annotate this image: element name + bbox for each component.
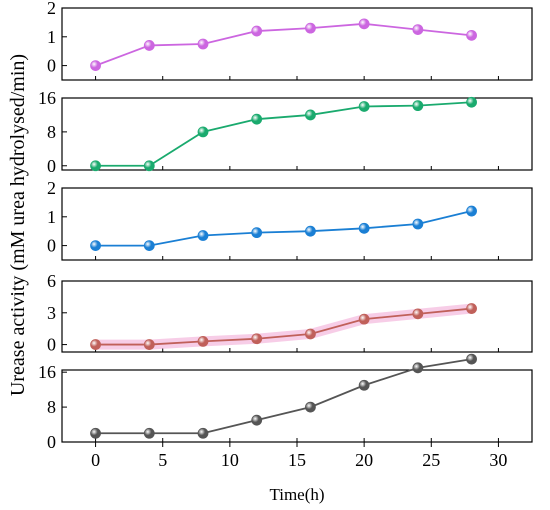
y-axis-label: Urease activity (mM urea hydrolysed/min) (7, 54, 29, 396)
data-point (197, 336, 209, 347)
data-point (143, 240, 155, 252)
data-point (197, 427, 209, 439)
x-axis-label: Time(h) (269, 485, 324, 504)
series-line (95, 210, 472, 247)
y-tick-label: 6 (47, 271, 56, 291)
data-point (358, 222, 370, 234)
x-tick-label: 15 (288, 450, 306, 470)
y-tick-label: 16 (38, 88, 56, 108)
y-tick-label: 0 (47, 432, 56, 452)
y-tick-label: 0 (47, 236, 56, 256)
y-tick-label: 3 (47, 303, 56, 323)
panel-5: 0 8 16 (38, 353, 533, 452)
y-tick-label: 1 (47, 27, 56, 47)
data-point (466, 303, 477, 314)
panel-frame (61, 7, 533, 81)
data-point (305, 401, 316, 413)
data-point (251, 333, 263, 345)
x-tick-label: 25 (422, 450, 440, 470)
data-point (412, 308, 424, 320)
data-point (466, 96, 477, 108)
data-point (412, 218, 424, 230)
data-point (197, 126, 209, 138)
panel-frame (61, 97, 533, 171)
data-point (358, 313, 370, 325)
data-point (90, 160, 101, 172)
data-point (143, 40, 155, 51)
data-point (412, 24, 424, 36)
panel-3: 0 1 2 (47, 178, 533, 261)
series-line (95, 307, 472, 346)
y-tick-label: 8 (47, 397, 56, 417)
panel-4: 0 3 6 (47, 271, 533, 355)
data-point (305, 109, 316, 121)
data-point (358, 379, 370, 391)
data-point (251, 227, 263, 239)
data-point (466, 29, 477, 41)
data-point (90, 240, 101, 252)
data-point (90, 60, 101, 71)
x-tick-label: 20 (355, 450, 373, 470)
series-line (95, 101, 472, 167)
x-tick-label: 10 (221, 450, 239, 470)
data-point (305, 328, 316, 340)
y-tick-label: 1 (47, 207, 56, 227)
data-point (197, 38, 209, 50)
data-point (143, 160, 155, 172)
x-tick-label: 30 (489, 450, 507, 470)
y-tick-label: 0 (47, 56, 56, 76)
data-point (466, 353, 477, 365)
x-tick-label: 5 (158, 450, 167, 470)
y-tick-label: 2 (47, 178, 56, 198)
data-point (197, 230, 209, 241)
series-line (95, 358, 472, 435)
y-tick-label: 0 (47, 156, 56, 176)
panel-1: 0 1 2 (47, 0, 533, 81)
data-point (251, 414, 263, 426)
panel-2: 0 8 16 (38, 88, 533, 176)
data-point (251, 113, 263, 125)
data-point (251, 25, 263, 37)
data-point (412, 100, 424, 112)
data-point (305, 225, 316, 237)
data-point (90, 339, 101, 350)
y-tick-label: 8 (47, 122, 56, 142)
data-point (143, 427, 155, 439)
panel-frame (61, 369, 533, 443)
series-line (95, 22, 472, 67)
data-point (466, 205, 477, 217)
data-point (90, 427, 101, 439)
data-point (305, 22, 316, 34)
panel-frame (61, 187, 533, 261)
data-point (358, 18, 370, 30)
y-tick-label: 16 (38, 362, 56, 382)
data-point (143, 339, 155, 350)
x-axis: 0 5 10 15 20 25 30 (91, 442, 507, 470)
y-tick-label: 2 (47, 0, 56, 18)
y-tick-label: 0 (47, 335, 56, 355)
x-tick-label: 0 (91, 450, 100, 470)
data-point (358, 101, 370, 112)
data-point (412, 362, 424, 374)
